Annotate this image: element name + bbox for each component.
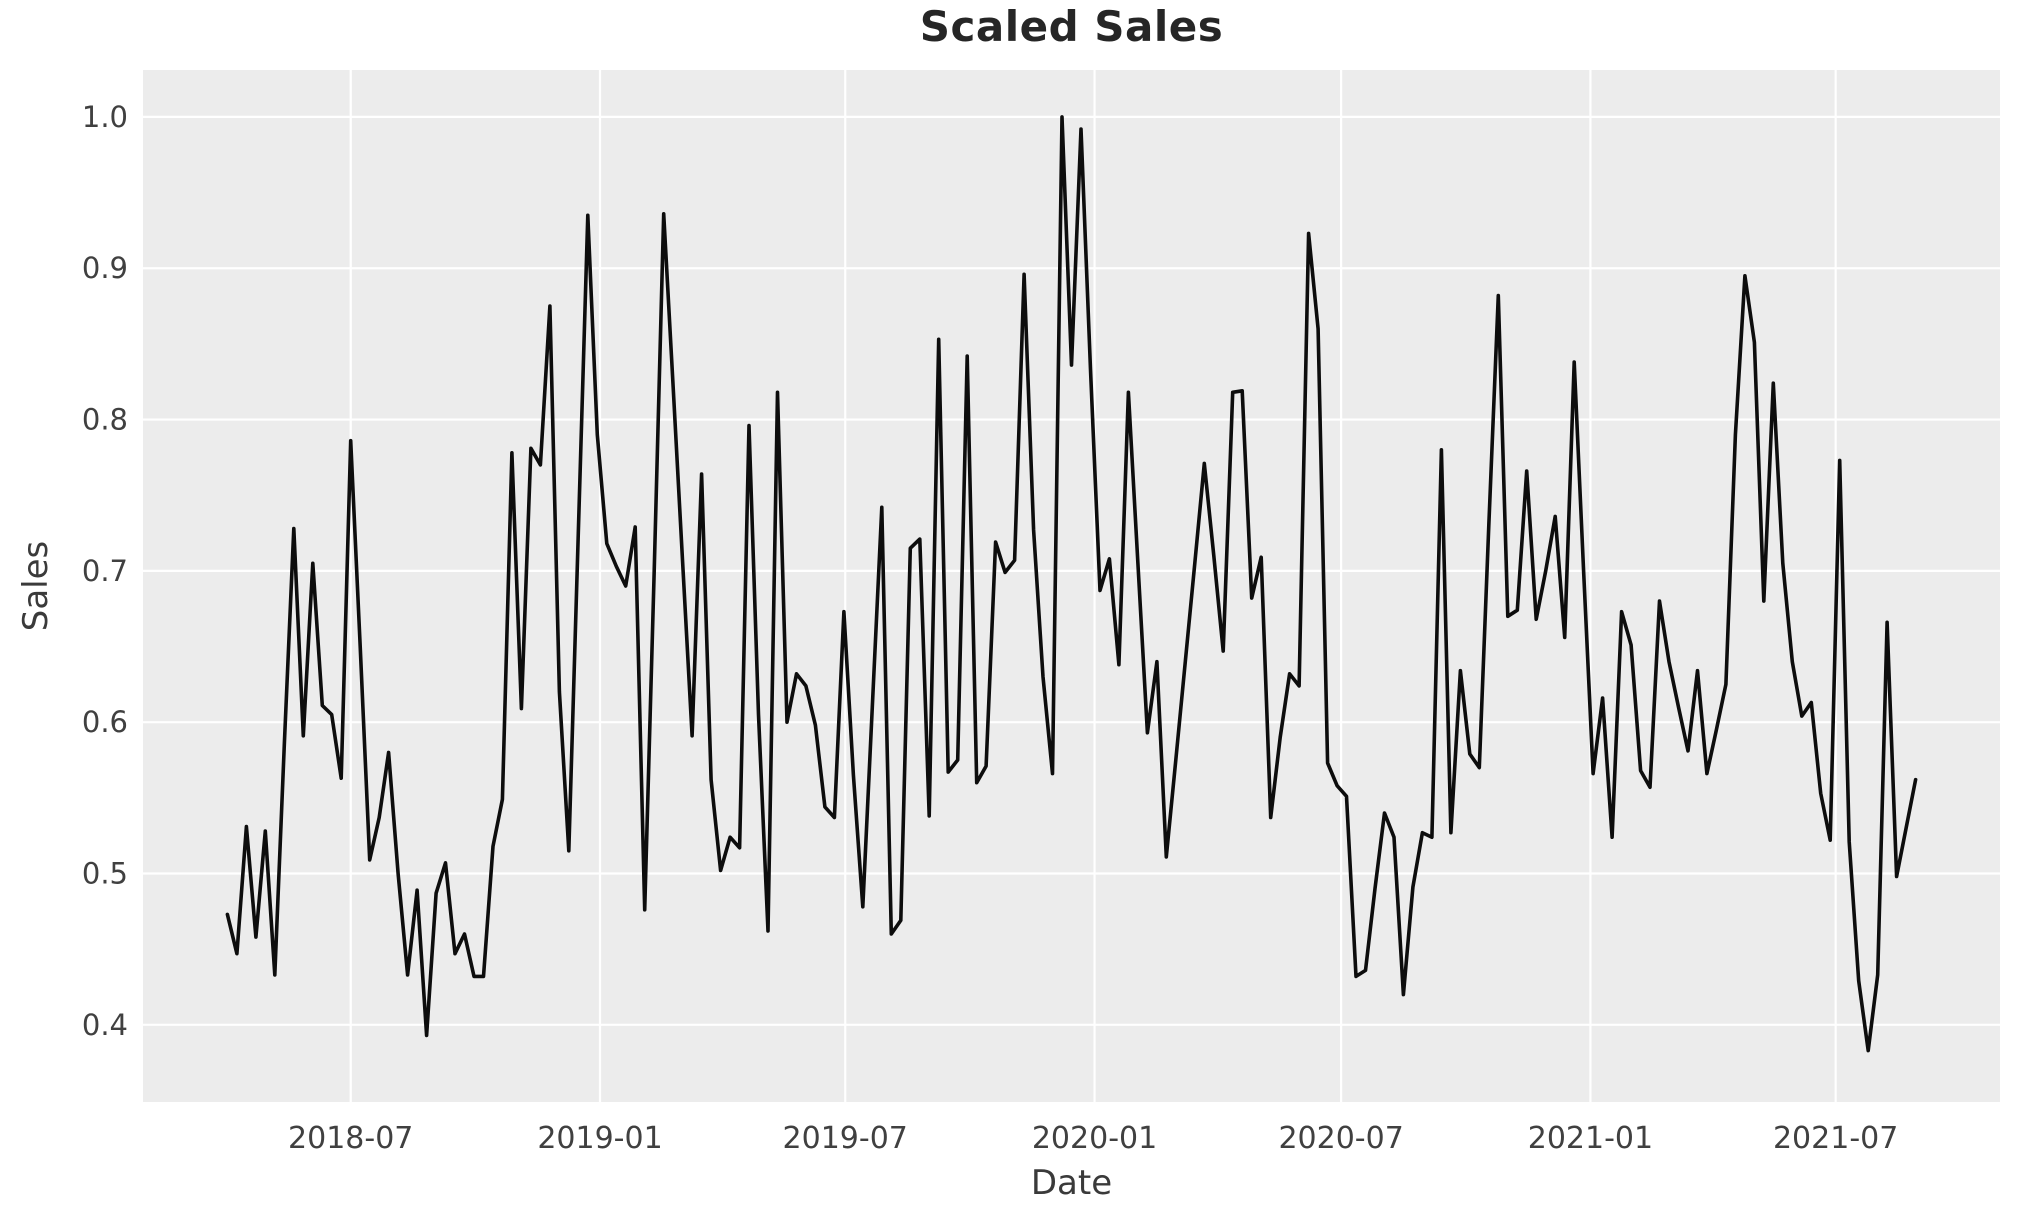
y-tick-label: 0.4 xyxy=(82,1008,128,1042)
y-tick-label: 1.0 xyxy=(82,100,128,134)
y-tick-label: 0.9 xyxy=(82,251,128,285)
y-tick-label: 0.5 xyxy=(82,857,128,891)
x-tick-label: 2020-01 xyxy=(1032,1121,1157,1156)
chart-title: Scaled Sales xyxy=(919,2,1224,51)
y-tick-label: 0.7 xyxy=(82,554,128,588)
x-tick-label: 2021-01 xyxy=(1528,1121,1653,1156)
x-tick-label: 2021-07 xyxy=(1773,1121,1898,1156)
y-tick-label: 0.8 xyxy=(82,403,128,437)
sales-line-series xyxy=(225,115,1918,1053)
y-tick-label: 0.6 xyxy=(82,705,128,739)
x-tick-label: 2020-07 xyxy=(1278,1121,1403,1156)
x-axis-label: Date xyxy=(1030,1163,1113,1203)
y-axis-label: Sales xyxy=(16,540,56,632)
x-tick-label: 2019-07 xyxy=(783,1121,908,1156)
x-tick-label: 2018-07 xyxy=(288,1121,413,1156)
x-tick-label: 2019-01 xyxy=(537,1121,662,1156)
